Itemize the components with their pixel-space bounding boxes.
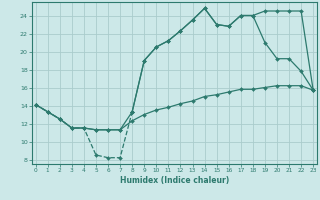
X-axis label: Humidex (Indice chaleur): Humidex (Indice chaleur) [120,176,229,185]
